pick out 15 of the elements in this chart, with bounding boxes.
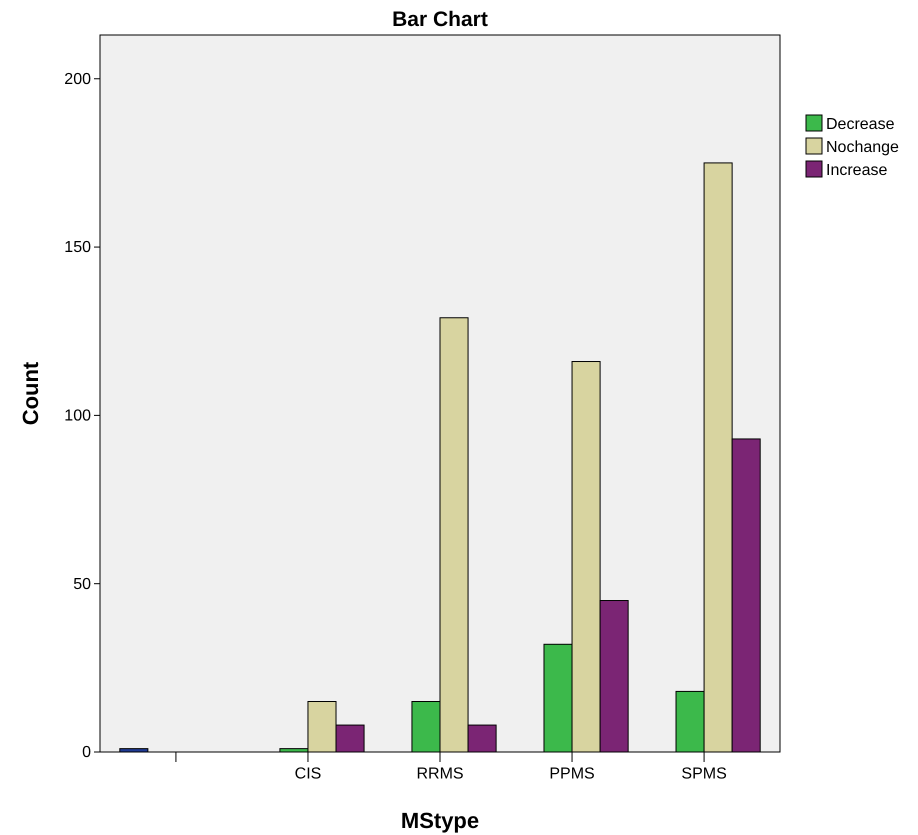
x-tick-label: CIS bbox=[294, 766, 322, 783]
legend-label: Decrease bbox=[826, 116, 895, 133]
x-axis-title: MStype bbox=[400, 808, 480, 833]
y-tick-label: 0 bbox=[82, 744, 92, 762]
legend-label: Nochange bbox=[826, 139, 900, 156]
y-tick-label: 50 bbox=[73, 576, 92, 593]
y-tick-label: 100 bbox=[64, 408, 92, 424]
y-axis-title: Count bbox=[18, 361, 43, 426]
chart-title: Bar Chart bbox=[392, 8, 488, 31]
x-tick-label: SPMS bbox=[681, 766, 727, 783]
y-tick-label: 150 bbox=[64, 239, 92, 256]
x-tick-label: PPMS bbox=[549, 766, 595, 783]
legend-label: Increase bbox=[826, 162, 888, 179]
x-tick-label: RRMS bbox=[416, 766, 464, 783]
y-tick-label: 200 bbox=[64, 70, 92, 88]
